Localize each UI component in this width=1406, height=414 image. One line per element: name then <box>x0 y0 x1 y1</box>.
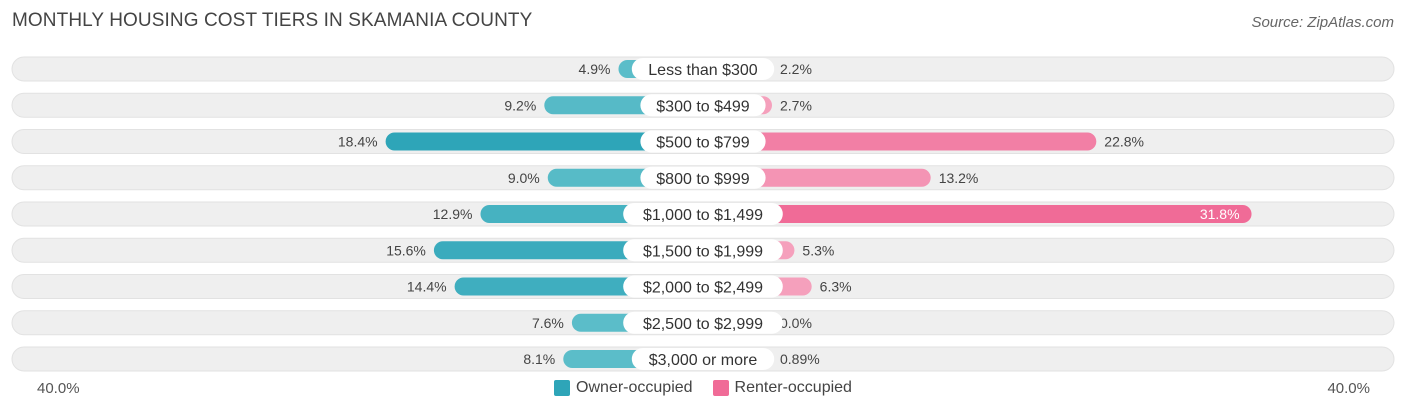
renter-value-label: 0.89% <box>780 351 820 367</box>
axis-right-label: 40.0% <box>1327 380 1370 397</box>
owner-value-label: 15.6% <box>386 242 426 258</box>
category-label: $800 to $999 <box>656 171 750 188</box>
renter-value-label: 6.3% <box>820 279 852 295</box>
chart-area: 4.9% 2.2% Less than $300 9.2% 2.7% $300 to $4… <box>11 56 1395 372</box>
legend-label-owner: Owner-occupied <box>576 379 693 396</box>
category-pill <box>623 275 783 298</box>
owner-value-label: 18.4% <box>338 134 378 150</box>
owner-value-label: 7.6% <box>532 315 564 331</box>
renter-value-label: 5.3% <box>802 242 834 258</box>
legend-item-renter[interactable]: Renter-occupied <box>712 379 852 397</box>
legend: Owner-occupied Renter-occupied <box>0 379 1406 397</box>
category-label: $300 to $499 <box>656 98 750 115</box>
category-label: $500 to $799 <box>656 135 750 152</box>
category-label: $2,000 to $2,499 <box>643 280 763 297</box>
owner-value-label: 9.2% <box>504 97 536 113</box>
owner-bar <box>385 132 703 151</box>
category-pill <box>640 166 766 189</box>
category-label: $1,500 to $1,999 <box>643 243 763 260</box>
category-pill <box>631 58 775 80</box>
chart-title: MONTHLY HOUSING COST TIERS IN SKAMANIA C… <box>12 10 533 31</box>
renter-value-label: 13.2% <box>939 170 979 186</box>
category-pill <box>623 239 783 262</box>
category-label: $1,000 to $1,499 <box>643 207 763 224</box>
owner-value-label: 9.0% <box>508 170 540 186</box>
owner-value-label: 14.4% <box>407 279 447 295</box>
renter-value-label: 2.7% <box>780 97 812 113</box>
legend-swatch-owner <box>554 380 571 396</box>
legend-label-renter: Renter-occupied <box>734 379 852 396</box>
category-label: $3,000 or more <box>649 352 758 369</box>
renter-bar <box>703 205 1252 223</box>
category-label: Less than $300 <box>648 62 758 79</box>
category-pill <box>623 203 783 225</box>
source-note: Source: ZipAtlas.com <box>1251 14 1394 31</box>
category-pill <box>623 311 783 334</box>
renter-bar <box>703 132 1097 151</box>
category-pill <box>640 130 766 153</box>
category-pill <box>640 94 766 117</box>
axis-left-label: 40.0% <box>37 380 80 397</box>
renter-value-label: 2.2% <box>780 61 812 77</box>
owner-value-label: 12.9% <box>433 206 473 222</box>
legend-swatch-renter <box>712 380 729 396</box>
category-pill <box>631 348 775 370</box>
owner-value-label: 8.1% <box>523 351 555 367</box>
renter-value-label: 0.0% <box>780 315 812 331</box>
renter-value-label: 22.8% <box>1104 134 1144 150</box>
category-label: $2,500 to $2,999 <box>643 316 763 333</box>
legend-item-owner[interactable]: Owner-occupied <box>554 379 693 397</box>
renter-value-label: 31.8% <box>1200 206 1240 222</box>
owner-value-label: 4.9% <box>579 61 611 77</box>
